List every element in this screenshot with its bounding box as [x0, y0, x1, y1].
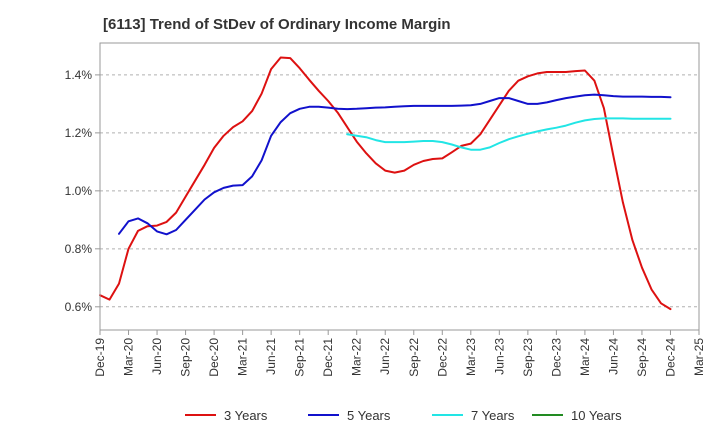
x-tick-label: Jun-23: [492, 338, 506, 375]
y-tick-label: 1.4%: [65, 68, 93, 82]
legend-label: 10 Years: [571, 408, 622, 423]
x-tick-label: Dec-21: [321, 338, 335, 377]
x-tick-label: Dec-19: [93, 338, 107, 377]
x-tick-label: Dec-20: [207, 338, 221, 377]
x-tick-label: Jun-20: [150, 338, 164, 375]
x-tick-label: Sep-20: [179, 338, 193, 377]
series-line-3: [346, 117, 672, 151]
series-line-2: [118, 93, 672, 236]
legend: 3 Years 5 Years 7 Years 10 Years: [185, 408, 622, 423]
x-tick-label: Dec-23: [549, 338, 563, 377]
x-tick-label: Sep-24: [635, 338, 649, 377]
chart-title: [6113] Trend of StDev of Ordinary Income…: [103, 16, 451, 33]
x-tick-label: Mar-21: [236, 338, 250, 376]
y-tick-label: 1.2%: [65, 126, 93, 140]
legend-label: 7 Years: [471, 408, 515, 423]
x-tick-label: Mar-23: [464, 338, 478, 376]
x-tick-label: Sep-21: [293, 338, 307, 377]
series-line-1: [99, 56, 672, 311]
x-tick-label: Sep-22: [407, 338, 421, 377]
x-tick-label: Mar-22: [350, 338, 364, 376]
y-tick-label: 0.8%: [65, 242, 93, 256]
series-lines: [99, 56, 672, 311]
x-tick-label: Mar-20: [122, 338, 136, 376]
x-tick-label: Dec-24: [663, 338, 677, 377]
legend-label: 3 Years: [224, 408, 268, 423]
legend-label: 5 Years: [347, 408, 391, 423]
x-tick-label: Jun-22: [378, 338, 392, 375]
x-tick-label: Sep-23: [521, 338, 535, 377]
y-tick-label: 0.6%: [65, 300, 93, 314]
x-tick-label: Jun-24: [606, 338, 620, 375]
x-tick-label: Dec-22: [435, 338, 449, 377]
x-tick-label: Jun-21: [264, 338, 278, 375]
x-axis-ticks: Dec-19 Mar-20 Jun-20 Sep-20 Dec-20 Mar-21 Jun-…: [93, 330, 706, 377]
y-axis-ticks: 0.6% 0.8% 1.0% 1.2% 1.4%: [65, 68, 100, 314]
x-tick-label: Mar-25: [692, 338, 706, 376]
y-tick-label: 1.0%: [65, 184, 93, 198]
plot-area-frame: [99, 42, 700, 331]
gridlines: [100, 74, 699, 308]
x-tick-label: Mar-24: [578, 338, 592, 376]
